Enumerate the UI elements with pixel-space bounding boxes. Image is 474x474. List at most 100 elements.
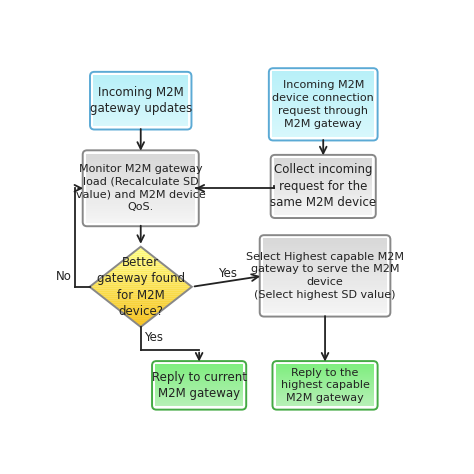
FancyBboxPatch shape	[155, 402, 243, 403]
FancyBboxPatch shape	[155, 380, 243, 381]
FancyBboxPatch shape	[274, 176, 373, 178]
FancyBboxPatch shape	[263, 244, 387, 246]
Text: Reply to current
M2M gateway: Reply to current M2M gateway	[152, 371, 246, 400]
FancyBboxPatch shape	[276, 375, 374, 376]
FancyBboxPatch shape	[86, 214, 195, 216]
FancyBboxPatch shape	[274, 183, 373, 185]
Polygon shape	[138, 246, 143, 249]
FancyBboxPatch shape	[155, 381, 243, 382]
FancyBboxPatch shape	[93, 121, 188, 122]
FancyBboxPatch shape	[86, 197, 195, 199]
FancyBboxPatch shape	[93, 111, 188, 112]
FancyBboxPatch shape	[86, 211, 195, 212]
FancyBboxPatch shape	[86, 183, 195, 185]
FancyBboxPatch shape	[263, 246, 387, 248]
FancyBboxPatch shape	[155, 404, 243, 405]
FancyBboxPatch shape	[274, 203, 373, 205]
FancyBboxPatch shape	[274, 167, 373, 168]
FancyBboxPatch shape	[276, 404, 374, 405]
FancyBboxPatch shape	[86, 167, 195, 169]
FancyBboxPatch shape	[86, 193, 195, 195]
Polygon shape	[97, 279, 184, 281]
FancyBboxPatch shape	[263, 261, 387, 263]
Polygon shape	[102, 297, 179, 299]
FancyBboxPatch shape	[272, 128, 374, 129]
FancyBboxPatch shape	[93, 106, 188, 107]
FancyBboxPatch shape	[274, 170, 373, 171]
FancyBboxPatch shape	[86, 218, 195, 219]
FancyBboxPatch shape	[274, 210, 373, 212]
FancyBboxPatch shape	[276, 386, 374, 387]
FancyBboxPatch shape	[263, 276, 387, 278]
Polygon shape	[115, 265, 166, 267]
Polygon shape	[120, 311, 161, 313]
Polygon shape	[90, 287, 192, 289]
FancyBboxPatch shape	[263, 302, 387, 304]
FancyBboxPatch shape	[276, 395, 374, 396]
FancyBboxPatch shape	[155, 392, 243, 394]
FancyBboxPatch shape	[263, 254, 387, 255]
FancyBboxPatch shape	[86, 192, 195, 193]
FancyBboxPatch shape	[272, 90, 374, 91]
FancyBboxPatch shape	[274, 182, 373, 183]
FancyBboxPatch shape	[155, 398, 243, 399]
Polygon shape	[92, 289, 189, 291]
FancyBboxPatch shape	[272, 124, 374, 126]
FancyBboxPatch shape	[263, 263, 387, 264]
FancyBboxPatch shape	[155, 394, 243, 395]
Polygon shape	[136, 323, 146, 325]
FancyBboxPatch shape	[274, 202, 373, 203]
FancyBboxPatch shape	[272, 116, 374, 118]
FancyBboxPatch shape	[276, 396, 374, 397]
FancyBboxPatch shape	[276, 370, 374, 371]
FancyBboxPatch shape	[93, 100, 188, 102]
FancyBboxPatch shape	[276, 377, 374, 378]
FancyBboxPatch shape	[155, 379, 243, 380]
FancyBboxPatch shape	[93, 109, 188, 111]
FancyBboxPatch shape	[276, 371, 374, 372]
FancyBboxPatch shape	[86, 154, 195, 155]
FancyBboxPatch shape	[276, 381, 374, 382]
FancyBboxPatch shape	[263, 248, 387, 250]
FancyBboxPatch shape	[274, 192, 373, 193]
FancyBboxPatch shape	[155, 391, 243, 392]
FancyBboxPatch shape	[263, 294, 387, 296]
FancyBboxPatch shape	[272, 75, 374, 76]
FancyBboxPatch shape	[272, 73, 374, 75]
FancyBboxPatch shape	[272, 88, 374, 90]
FancyBboxPatch shape	[155, 382, 243, 383]
FancyBboxPatch shape	[274, 185, 373, 186]
FancyBboxPatch shape	[276, 383, 374, 384]
FancyBboxPatch shape	[272, 80, 374, 82]
Polygon shape	[100, 295, 182, 297]
FancyBboxPatch shape	[263, 289, 387, 291]
FancyBboxPatch shape	[86, 164, 195, 166]
FancyBboxPatch shape	[274, 179, 373, 181]
FancyBboxPatch shape	[93, 88, 188, 89]
FancyBboxPatch shape	[276, 384, 374, 385]
FancyBboxPatch shape	[274, 205, 373, 206]
FancyBboxPatch shape	[93, 103, 188, 104]
FancyBboxPatch shape	[93, 79, 188, 80]
FancyBboxPatch shape	[272, 136, 374, 137]
FancyBboxPatch shape	[274, 161, 373, 163]
FancyBboxPatch shape	[276, 403, 374, 404]
FancyBboxPatch shape	[86, 169, 195, 171]
FancyBboxPatch shape	[274, 199, 373, 201]
Polygon shape	[128, 255, 154, 257]
FancyBboxPatch shape	[155, 399, 243, 400]
FancyBboxPatch shape	[86, 195, 195, 197]
FancyBboxPatch shape	[93, 98, 188, 100]
FancyBboxPatch shape	[272, 129, 374, 131]
FancyBboxPatch shape	[86, 178, 195, 180]
FancyBboxPatch shape	[93, 117, 188, 118]
Polygon shape	[105, 299, 176, 301]
FancyBboxPatch shape	[263, 293, 387, 294]
FancyBboxPatch shape	[93, 82, 188, 83]
FancyBboxPatch shape	[155, 372, 243, 373]
FancyBboxPatch shape	[263, 282, 387, 283]
FancyBboxPatch shape	[93, 97, 188, 98]
Polygon shape	[133, 251, 148, 253]
FancyBboxPatch shape	[272, 121, 374, 122]
FancyBboxPatch shape	[155, 387, 243, 389]
